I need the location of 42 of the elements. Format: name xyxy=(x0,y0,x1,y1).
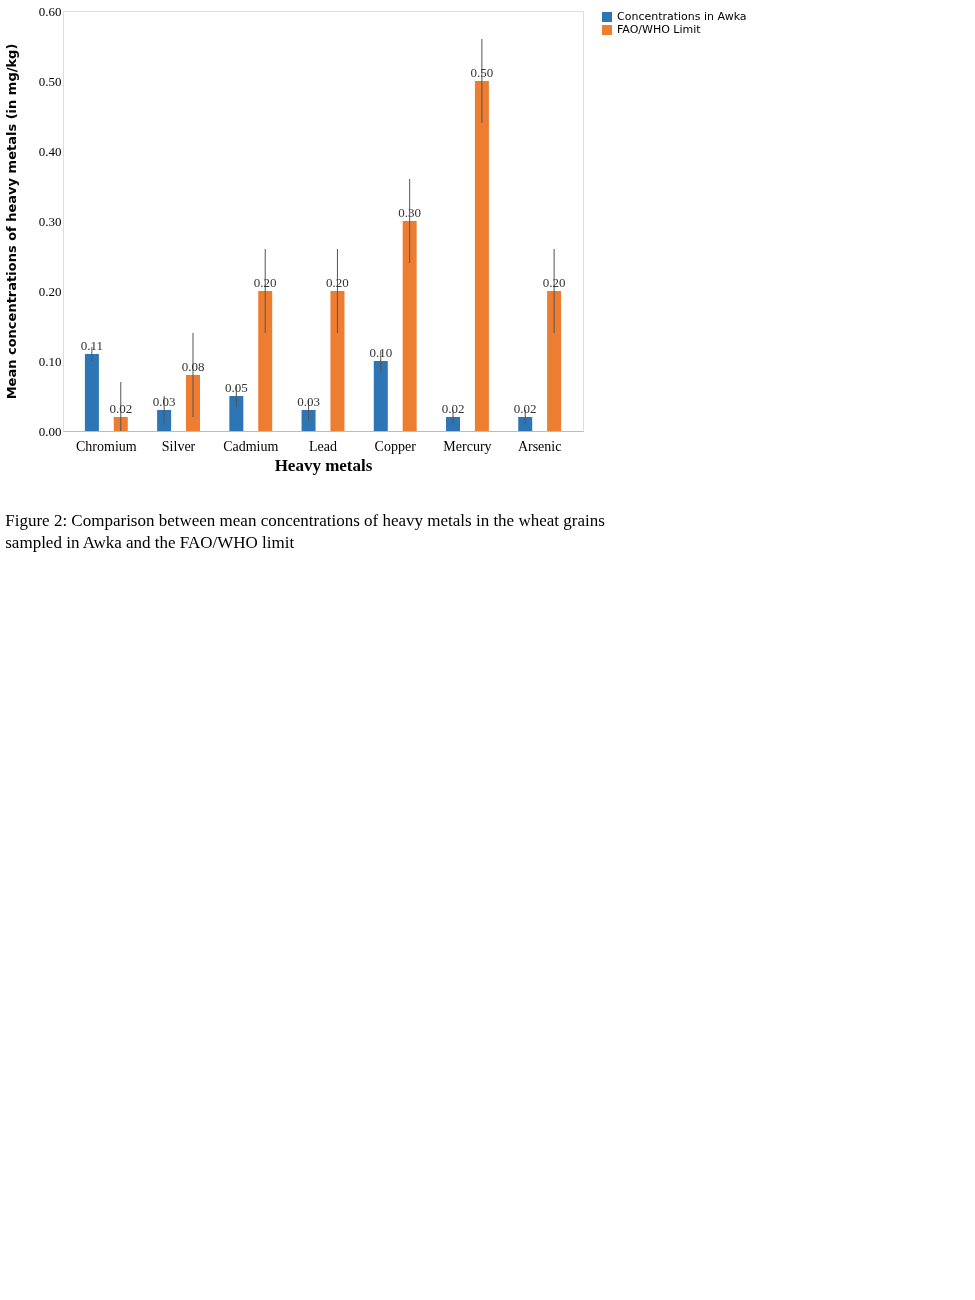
bar xyxy=(229,396,244,431)
bar xyxy=(330,291,345,431)
x-tick-label: Chromium xyxy=(76,438,137,454)
data-label: 0.02 xyxy=(441,401,465,416)
y-tick-label: 0.60 xyxy=(38,3,62,19)
y-tick-label: 0.10 xyxy=(38,353,62,369)
y-tick-label: 0.40 xyxy=(38,143,62,159)
data-label: 0.03 xyxy=(152,394,176,409)
data-label: 0.20 xyxy=(542,275,566,290)
bar xyxy=(301,410,316,431)
y-tick-label: 0.00 xyxy=(38,423,62,439)
y-tick-label: 0.20 xyxy=(38,283,62,299)
data-label: 0.10 xyxy=(369,345,393,360)
data-label: 0.08 xyxy=(181,359,205,374)
x-tick-label: Lead xyxy=(309,438,337,454)
x-tick-label: Mercury xyxy=(443,438,492,454)
data-label: 0.05 xyxy=(224,380,248,395)
bar xyxy=(84,354,99,431)
x-tick-label: Arsenic xyxy=(517,438,562,454)
x-tick-label: Silver xyxy=(161,438,196,454)
y-axis-title: Mean concentrations of heavy metals (in mg/kg) xyxy=(3,43,19,400)
legend-label: FAO/WHO Limit xyxy=(617,23,702,36)
caption: Figure 2: Comparison between mean concentrations of heavy metals in the wheat grains sampled in Awka and the FAO/WHO limit xyxy=(5,511,605,552)
bar xyxy=(402,221,417,431)
legend-label: Concentrations in Awka xyxy=(617,10,747,23)
bar xyxy=(157,410,172,431)
y-tick-label: 0.50 xyxy=(38,73,62,89)
x-tick-label: Cadmium xyxy=(223,438,279,454)
bar xyxy=(474,81,489,431)
data-label: 0.11 xyxy=(80,338,104,353)
bar xyxy=(113,417,128,431)
bar xyxy=(446,417,460,431)
bar xyxy=(258,291,273,431)
data-label: 0.50 xyxy=(470,65,494,80)
x-axis-title: Heavy metals xyxy=(274,455,373,475)
y-tick-label: 0.30 xyxy=(38,213,62,229)
bar xyxy=(518,417,533,431)
bar xyxy=(547,291,562,431)
bar xyxy=(373,361,388,431)
data-label: 0.03 xyxy=(297,394,320,409)
x-tick-label: Copper xyxy=(374,438,417,454)
data-label: 0.02 xyxy=(513,401,537,416)
